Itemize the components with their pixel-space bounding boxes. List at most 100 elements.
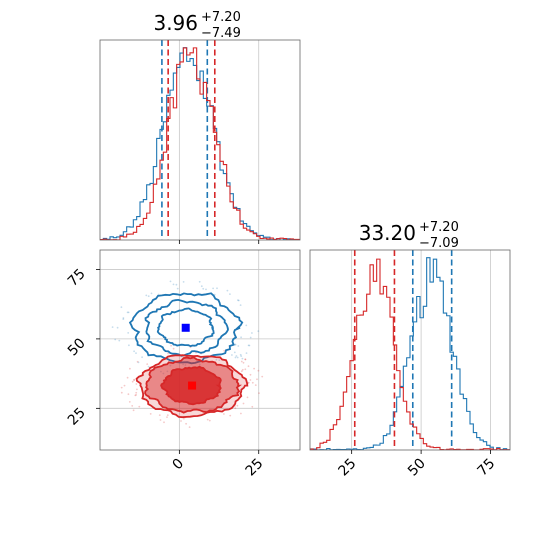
scatter-point (128, 401, 131, 403)
scatter-point (122, 317, 125, 319)
scatter-point (147, 295, 150, 298)
right-histogram-title: 33.20 +7.20 −7.09 (359, 220, 459, 251)
scatter-point (159, 419, 162, 421)
top-title-plus: +7.20 (201, 10, 241, 25)
scatter-point (241, 368, 244, 371)
scatter-point (135, 383, 138, 385)
scatter-point (251, 405, 254, 408)
histogram-step-series-2 (100, 47, 300, 240)
scatter-point (135, 394, 138, 396)
x-tick-label: 25 (336, 456, 360, 480)
scatter-point (242, 402, 245, 405)
scatter-point (257, 330, 260, 332)
y-tick-label: 75 (65, 266, 89, 290)
scatter-point (234, 343, 237, 346)
right-histogram-frame (309, 249, 511, 451)
scatter-point (135, 352, 137, 354)
scatter-point (240, 412, 242, 415)
scatter-point (200, 285, 203, 288)
scatter-point (198, 280, 201, 283)
scatter-point (234, 356, 237, 359)
scatter-point (261, 375, 264, 378)
top-histogram-frame (99, 39, 301, 241)
scatter-point (133, 350, 136, 353)
top-title-value: 3.96 (153, 11, 198, 35)
scatter-point (237, 299, 240, 302)
scatter-point (247, 365, 250, 368)
right-title-minus: −7.09 (419, 236, 459, 251)
scatter-point (126, 376, 129, 379)
scatter-point (163, 421, 165, 424)
scatter-point (240, 336, 243, 339)
scatter-point (147, 365, 150, 368)
scatter-point (150, 292, 153, 295)
scatter-point (241, 357, 244, 360)
scatter-point (247, 344, 250, 347)
scatter-point (158, 414, 161, 416)
contour-blue-level-3 (156, 307, 215, 348)
top-histogram-grid (178, 40, 260, 240)
scatter-point (231, 354, 233, 356)
scatter-point (251, 332, 253, 334)
x-tick-label: 25 (243, 456, 267, 480)
x-tick-label: 50 (405, 456, 429, 480)
scatter-point (169, 280, 172, 283)
y-tick-label: 50 (65, 335, 89, 359)
scatter-point (141, 356, 144, 359)
scatter-point (188, 426, 191, 428)
scatter-point (172, 347, 175, 350)
scatter-point (127, 393, 130, 396)
scatter-point (137, 361, 140, 364)
scatter-point (183, 417, 185, 420)
scatter-point (169, 364, 172, 367)
scatter-point (134, 394, 137, 397)
scatter-point (244, 358, 247, 361)
scatter-point (120, 391, 123, 394)
contour-blue-level-1 (128, 292, 244, 365)
scatter-point (166, 414, 169, 416)
scatter-point (132, 409, 135, 412)
scatter-point (236, 404, 239, 407)
scatter-point (111, 326, 114, 328)
right-histogram-grid (351, 250, 491, 450)
scatter-point (234, 407, 237, 410)
scatter-point (223, 413, 225, 415)
scatter-point (246, 396, 249, 399)
scatter-point (248, 344, 251, 347)
scatter-point (258, 392, 260, 394)
scatter-point (244, 368, 247, 371)
scatter-point (136, 388, 138, 391)
scatter-point (249, 336, 252, 339)
scatter-point (257, 369, 260, 372)
right-histogram-layer (310, 250, 510, 450)
right-title-value: 33.20 (359, 221, 416, 245)
scatter-point (212, 287, 215, 290)
scatter-point (114, 338, 117, 341)
scatter-point (175, 283, 178, 286)
scatter-point (162, 372, 165, 375)
scatter-point (247, 381, 250, 384)
scatter-point (149, 413, 152, 415)
scatter-point (182, 363, 185, 366)
scatter-point (218, 359, 221, 361)
scatter-point (215, 358, 218, 361)
scatter-point (120, 306, 123, 309)
scatter-point (180, 420, 182, 422)
contour-layer (111, 280, 264, 428)
scatter-point (237, 299, 239, 302)
scatter-point (166, 416, 168, 418)
scatter-point (242, 361, 245, 364)
x-tick-label: 75 (474, 456, 498, 480)
y-tick-label: 25 (65, 405, 89, 429)
scatter-point (202, 287, 205, 290)
scatter-point (135, 391, 138, 394)
scatter-point (254, 384, 257, 386)
scatter-point (256, 378, 258, 381)
scatter-point (216, 287, 218, 290)
scatter-point (120, 386, 123, 389)
scatter-point (240, 355, 243, 357)
scatter-point (166, 370, 169, 373)
scatter-point (123, 384, 126, 387)
